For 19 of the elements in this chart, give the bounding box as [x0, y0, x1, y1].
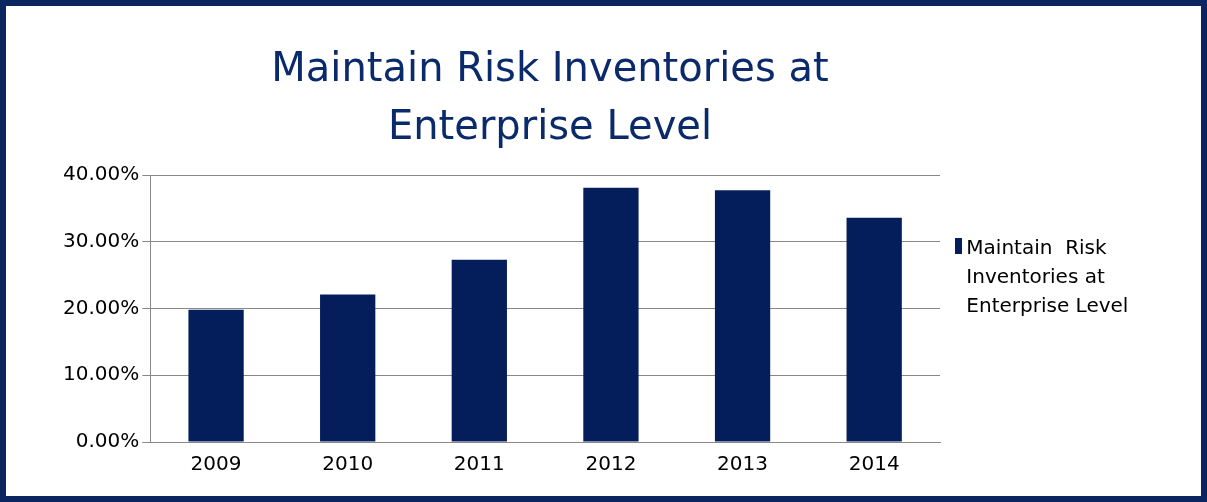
- x-tick-label: 2010: [322, 451, 374, 476]
- x-tick-label: 2009: [190, 451, 242, 476]
- y-tick-label: 10.00%: [62, 361, 140, 386]
- bar: [583, 187, 639, 442]
- x-tick-label: 2012: [585, 451, 637, 476]
- x-tick-label: 2013: [717, 451, 769, 476]
- y-tick-label: 0.00%: [75, 428, 140, 453]
- bar: [188, 309, 244, 442]
- legend-label: Maintain Risk Inventories at Enterprise Level: [966, 234, 1130, 319]
- y-tick-label: 30.00%: [62, 227, 140, 252]
- bar: [714, 190, 771, 442]
- x-tick-label: 2011: [453, 451, 505, 476]
- bar: [320, 294, 376, 442]
- y-tick-label: 40.00%: [62, 161, 140, 186]
- chart-title: Maintain Risk Inventories at Enterprise Level: [270, 43, 830, 150]
- x-tick-label: 2014: [848, 451, 900, 476]
- y-tick-label: 20.00%: [62, 294, 140, 319]
- bar: [451, 259, 507, 442]
- bar: [846, 217, 902, 442]
